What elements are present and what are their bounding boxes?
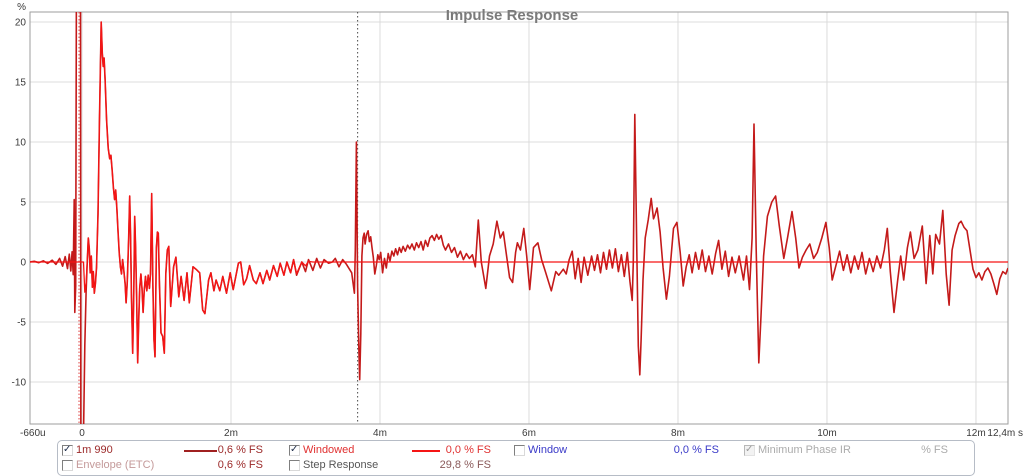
check-icon: ✓ — [745, 444, 754, 455]
checkbox-window[interactable]: ✓ — [514, 445, 525, 456]
legend-label-minimum-phase-ir: Minimum Phase IR — [758, 444, 851, 456]
check-icon: ✓ — [290, 444, 299, 455]
checkbox-windowed[interactable]: ✓ — [289, 444, 300, 456]
y-tick-label: 15 — [15, 78, 27, 89]
windowed-value: 0,0 % FS — [445, 444, 491, 456]
x-tick-label: 2m — [224, 428, 238, 439]
step-response-value: 29,8 % FS — [439, 459, 491, 471]
measurement-value: 0,6 % FS — [217, 444, 263, 456]
x-tick-label: 8m — [671, 428, 685, 439]
checkbox-envelope-etc[interactable]: ✓ — [62, 460, 73, 471]
x-tick-label: 0 — [79, 428, 85, 439]
minimum-phase-ir-value: % FS — [921, 444, 948, 456]
x-tick-label: 10m — [817, 428, 836, 439]
window-value: 0,0 % FS — [673, 444, 719, 456]
y-tick-label: -5 — [17, 318, 26, 329]
y-tick-label: 5 — [20, 198, 26, 209]
legend-label-envelope-etc: Envelope (ETC) — [76, 459, 155, 471]
checkbox-step-response[interactable]: ✓ — [289, 460, 300, 471]
legend-label-step-response: Step Response — [303, 459, 379, 471]
x-tick-label: -660u — [20, 428, 46, 439]
y-tick-label: 10 — [15, 138, 27, 149]
check-icon: ✓ — [63, 444, 72, 455]
windowed-line-sample — [412, 450, 440, 452]
measured-ir-trace — [30, 12, 1008, 424]
x-tick-label: 6m — [522, 428, 536, 439]
windowed-ir-trace — [30, 21, 1008, 364]
checkbox-minimum-phase-ir: ✓ — [744, 444, 755, 456]
y-tick-label: 20 — [15, 18, 27, 29]
legend-label-window: Window — [528, 444, 568, 456]
plot-border — [29, 11, 1009, 425]
checkbox-measurement[interactable]: ✓ — [62, 444, 73, 456]
x-tick-label: 12,4m s — [987, 428, 1023, 439]
legend-panel: ✓ 1m 990 0,6 % FS ✓ Windowed 0,0 % FS ✓ … — [57, 440, 975, 476]
legend-label-measurement: 1m 990 — [76, 444, 113, 456]
x-tick-label: 12m — [966, 428, 985, 439]
y-tick-label: -10 — [12, 378, 27, 389]
legend-label-windowed: Windowed — [303, 444, 355, 456]
measurement-line-sample — [184, 450, 217, 452]
x-tick-label: 4m — [373, 428, 387, 439]
y-tick-label: 0 — [20, 258, 26, 269]
envelope-etc-value: 0,6 % FS — [217, 459, 263, 471]
plot-area[interactable]: % 20 15 10 5 0 -5 -10 -660u 0 2m 4m 6m 8m 10m 12m 12,4m … — [0, 0, 1024, 440]
y-axis-unit-label: % — [17, 2, 26, 13]
